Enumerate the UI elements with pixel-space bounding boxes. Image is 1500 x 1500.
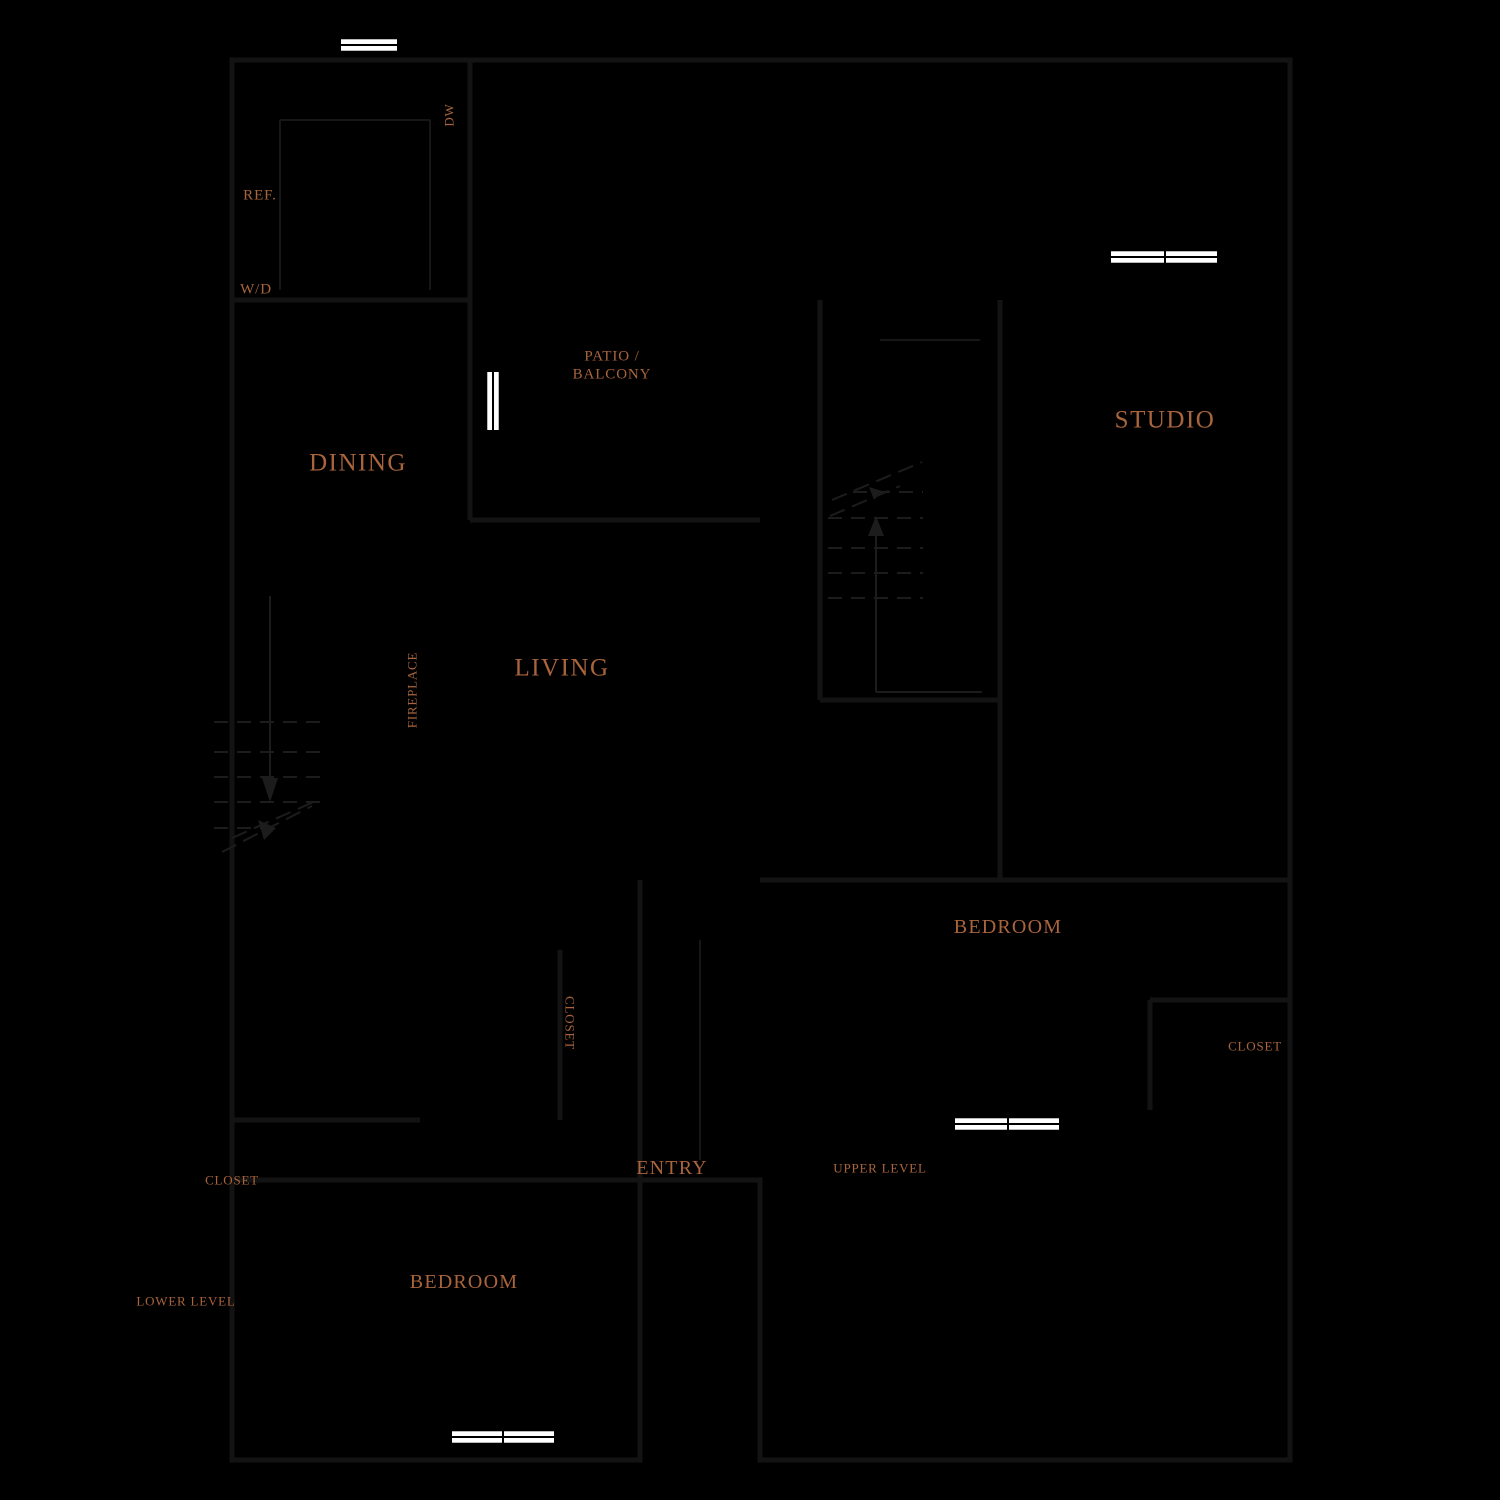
window-mullion [1164, 251, 1166, 263]
label-closet-right: CLOSET [1228, 1038, 1282, 1054]
window-mullion [1007, 1118, 1009, 1130]
label-fireplace: FIREPLACE [404, 651, 420, 729]
label-patio-line2: BALCONY [572, 366, 652, 382]
window-pane [341, 40, 397, 44]
label-studio: STUDIO [1114, 406, 1216, 434]
window-kitchen-top [341, 39, 397, 51]
label-patio-line1: PATIO / [584, 348, 640, 365]
label-patio-balcony: PATIO / BALCONY [573, 348, 652, 383]
window-mullion [502, 1431, 504, 1443]
window-pane [494, 372, 498, 430]
window-pane [341, 46, 397, 50]
label-bedroom-lower: BEDROOM [409, 1271, 519, 1293]
label-washer-dryer: W/D [240, 281, 272, 298]
label-dining: DINING [309, 449, 407, 477]
window-bedroom-upper [955, 1118, 1059, 1130]
label-entry: ENTRY [636, 1157, 708, 1179]
label-lower-level: LOWER LEVEL [136, 1293, 236, 1309]
label-upper-level: UPPER LEVEL [833, 1160, 927, 1176]
window-pane [488, 372, 492, 430]
label-living: LIVING [514, 654, 610, 682]
window-studio-right [1111, 251, 1217, 263]
label-refrigerator: REF. [243, 187, 277, 204]
label-dishwasher: DW [441, 103, 457, 127]
label-closet-left: CLOSET [205, 1172, 259, 1188]
label-bedroom-upper: BEDROOM [953, 916, 1063, 938]
window-bedroom-lower [452, 1431, 554, 1443]
window-patio-door [487, 372, 499, 430]
label-closet-center: CLOSET [562, 996, 578, 1050]
